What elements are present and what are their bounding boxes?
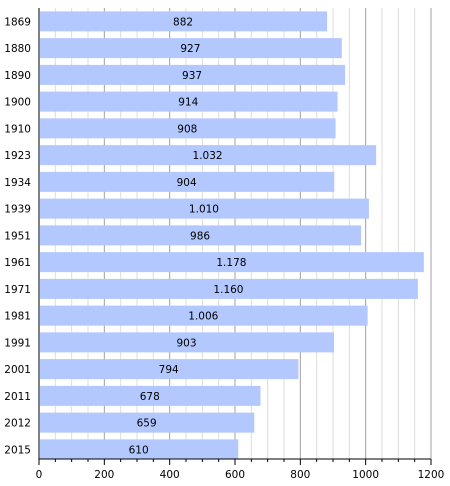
bar-value-label: 937	[182, 70, 202, 82]
bar-1869	[40, 11, 328, 32]
axes: 1869 1880 1890 1900 1910 1923 1934 1939 1951 1961…	[4, 8, 444, 481]
bar-value-label: 903	[176, 337, 196, 349]
y-tick-label: 2011	[4, 391, 31, 403]
bar-value-label: 1.006	[188, 311, 218, 323]
bar-value-label: 882	[173, 16, 193, 28]
bar-1890	[40, 64, 346, 85]
y-tick-label: 2001	[4, 364, 31, 376]
y-tick-label: 1869	[4, 16, 31, 28]
bar-value-label: 1.160	[213, 284, 243, 296]
y-tick-label: 1951	[4, 230, 31, 242]
bar-1939	[40, 198, 369, 219]
bar-1961	[40, 252, 424, 273]
y-tick-label: 1880	[4, 43, 31, 55]
y-tick-label: 1923	[4, 150, 31, 162]
x-tick-label: 800	[290, 469, 310, 481]
bar-2015	[40, 439, 239, 460]
y-tick-label: 1900	[4, 97, 31, 109]
y-tick-label: 1910	[4, 123, 31, 135]
bar-2001	[40, 359, 299, 380]
y-tick-label: 1890	[4, 70, 31, 82]
bar-value-label: 986	[190, 230, 210, 242]
y-tick-label: 1981	[4, 311, 31, 323]
bar-1923	[40, 145, 377, 166]
bar-value-label: 904	[177, 177, 197, 189]
bar-1991	[40, 332, 334, 353]
bar-value-label: 1.178	[216, 257, 246, 269]
x-tick-label: 600	[225, 469, 245, 481]
x-tick-label: 200	[94, 469, 114, 481]
bar-value-label: 1.010	[189, 204, 219, 216]
bar-value-label: 914	[178, 97, 198, 109]
x-tick-label: 1000	[352, 469, 379, 481]
bar-value-label: 1.032	[193, 150, 223, 162]
bar-1951	[40, 225, 362, 246]
y-tick-label: 1934	[4, 177, 31, 189]
y-tick-label: 2015	[4, 444, 31, 456]
y-tick-label: 1991	[4, 337, 31, 349]
y-tick-label: 1971	[4, 284, 31, 296]
bar-value-label: 927	[180, 43, 200, 55]
bar-value-label: 659	[137, 418, 157, 430]
x-tick-label: 400	[160, 469, 180, 481]
bars: 882 927 937 914 908 1.032 904 1.010 986 1.178 1.16…	[40, 11, 424, 460]
y-tick-label: 1939	[4, 204, 31, 216]
bar-value-label: 678	[140, 391, 160, 403]
bar-1981	[40, 305, 368, 326]
bar-2012	[40, 412, 255, 433]
bar-value-label: 908	[177, 123, 197, 135]
y-tick-label: 1961	[4, 257, 31, 269]
bar-1971	[40, 278, 418, 299]
bar-value-label: 610	[129, 444, 149, 456]
x-tick-label: 1200	[418, 469, 445, 481]
bar-2011	[40, 385, 261, 406]
y-tick-label: 2012	[4, 418, 31, 430]
x-tick-label: 0	[36, 469, 43, 481]
bar-1900	[40, 91, 338, 112]
bar-value-label: 794	[159, 364, 179, 376]
bar-1880	[40, 38, 342, 59]
bar-1934	[40, 171, 335, 192]
bar-1910	[40, 118, 336, 139]
